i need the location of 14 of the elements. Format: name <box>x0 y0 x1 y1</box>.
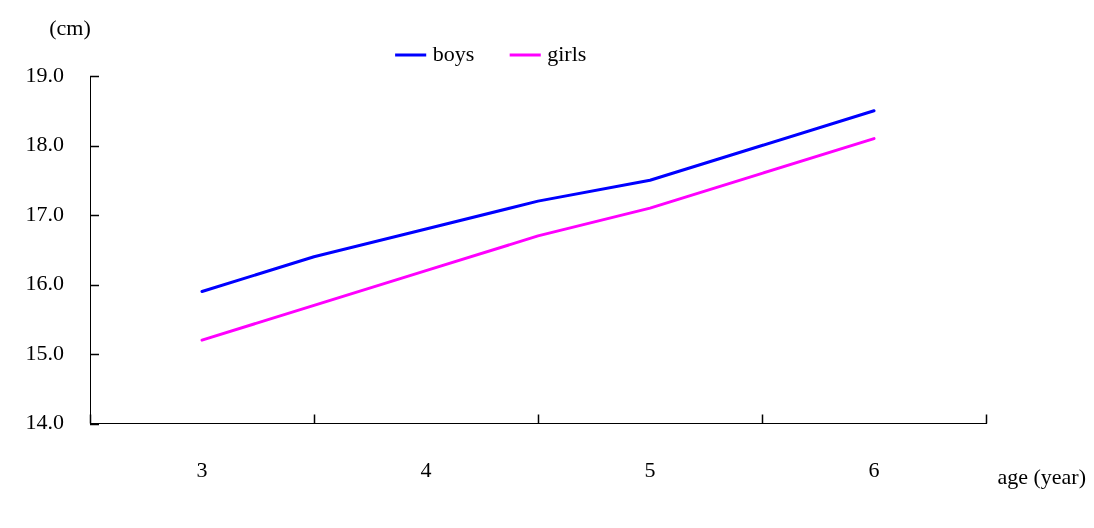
x-tick-label: 6 <box>868 456 880 482</box>
y-axis-title: (cm) <box>49 14 91 40</box>
x-tick-label: 3 <box>196 456 208 482</box>
y-tick-label: 16.0 <box>25 270 64 296</box>
y-tick-label: 17.0 <box>25 200 64 226</box>
y-tick-label: 14.0 <box>25 409 64 435</box>
x-tick-label: 4 <box>420 456 432 482</box>
x-axis-title: age (year) <box>997 463 1086 489</box>
y-tick-label: 19.0 <box>25 61 64 87</box>
y-tick-label: 15.0 <box>25 339 64 365</box>
legend-label: boys <box>432 40 475 66</box>
x-tick-label: 5 <box>644 456 656 482</box>
y-tick-label: 18.0 <box>25 131 64 157</box>
legend-label: girls <box>547 40 587 66</box>
